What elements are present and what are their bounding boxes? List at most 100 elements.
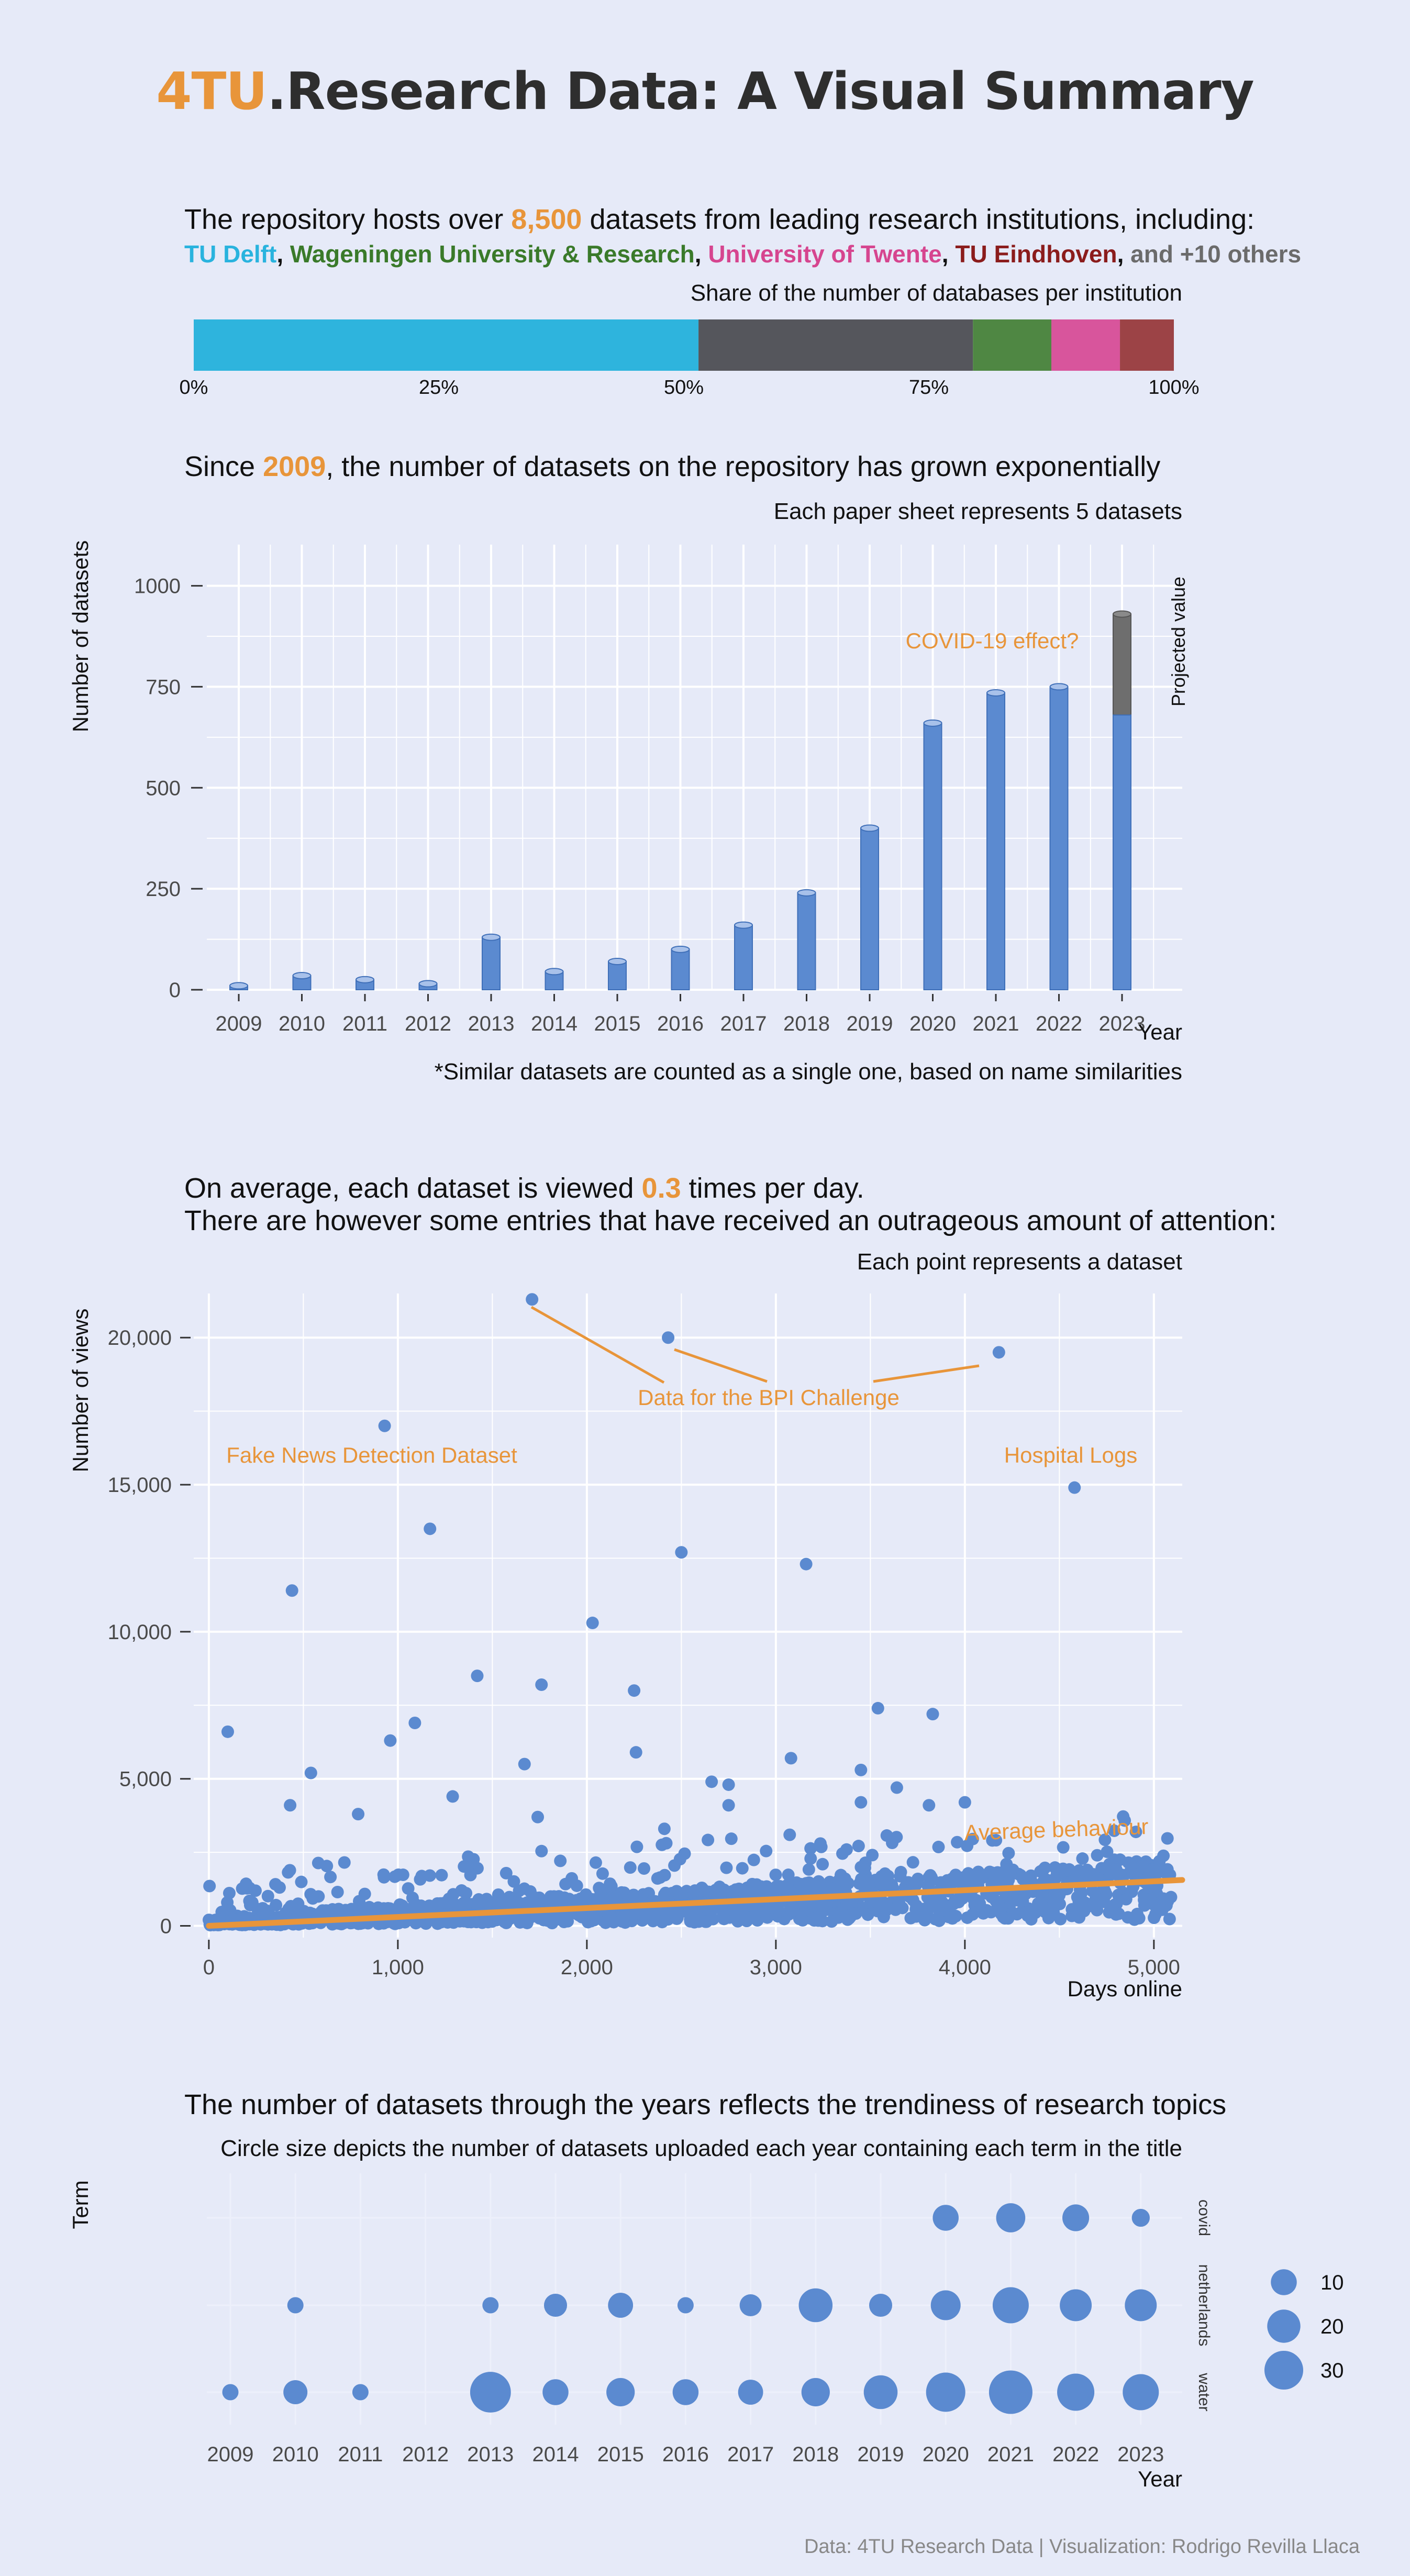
scatter-point-outlier <box>424 1522 437 1535</box>
scatter-y-tick-label: 20,000 <box>108 1326 172 1350</box>
bar-x-tick-label: 2013 <box>468 1012 515 1035</box>
scatter-point <box>760 1844 773 1858</box>
bubble-x-tick-label: 2013 <box>467 2443 514 2466</box>
bpi-leader-2 <box>674 1348 768 1383</box>
bar-top-2015 <box>608 958 627 965</box>
scatter-point <box>338 1856 351 1869</box>
bar-chart-footnote: *Similar datasets are counted as a singl… <box>434 1059 1182 1085</box>
bubble-x-tick-label: 2014 <box>532 2443 579 2466</box>
bar-x-tick-label: 2016 <box>657 1012 704 1035</box>
scatter-x-tick-label: 4,000 <box>939 1956 991 1979</box>
share-tick-label: 0% <box>180 377 208 399</box>
scatter-point <box>541 1895 554 1908</box>
scatter-x-axis-label: Days online <box>1068 1976 1182 2001</box>
scatter-point <box>906 1856 919 1869</box>
scatter-point-outlier <box>531 1810 545 1823</box>
scatter-point-outlier <box>304 1766 317 1779</box>
scatter-point-outlier <box>871 1701 884 1715</box>
bar-panel <box>207 545 1182 990</box>
scatter-point <box>818 1904 831 1917</box>
scatter-point <box>689 1884 702 1897</box>
bubble-covid-2021 <box>996 2203 1026 2232</box>
bubble-covid-2022 <box>1062 2204 1090 2231</box>
scatter-point <box>1053 1889 1066 1902</box>
bar-x-tick-label: 2023 <box>1099 1012 1146 1035</box>
bar-y-axis-label: Number of datasets <box>68 540 93 733</box>
section3-text-pre: On average, each dataset is viewed <box>184 1173 634 1204</box>
bubble-netherlands-2014 <box>543 2293 568 2317</box>
bar-projected-2023 <box>1113 613 1131 716</box>
scatter-point <box>1002 1847 1015 1860</box>
bar-top-2018 <box>797 889 816 897</box>
scatter-y-tick-label: 15,000 <box>108 1474 172 1497</box>
scatter-point <box>917 1903 930 1916</box>
scatter-point <box>1157 1892 1170 1905</box>
bubble-y-axis-label: Term <box>68 2180 93 2229</box>
scatter-point <box>409 1898 422 1911</box>
scatter-point <box>656 1838 669 1851</box>
avg-views: 0.3 <box>641 1173 681 1204</box>
scatter-point <box>1072 1898 1085 1911</box>
scatter-point <box>769 1869 782 1882</box>
bar-top-2017 <box>734 921 753 929</box>
scatter-point <box>236 1882 249 1895</box>
scatter-point <box>624 1861 637 1874</box>
scatter-point <box>951 1836 964 1849</box>
scatter-point <box>378 1902 391 1915</box>
scatter-point <box>700 1915 713 1928</box>
scatter-point <box>838 1872 851 1885</box>
scatter-point <box>890 1831 903 1844</box>
bar-x-tick-label: 2022 <box>1036 1012 1082 1035</box>
scatter-point <box>540 1914 553 1927</box>
scatter-point <box>574 1892 587 1905</box>
scatter-point-outlier <box>675 1546 688 1559</box>
bubble-covid-2020 <box>932 2205 959 2231</box>
scatter-point <box>535 1844 548 1858</box>
covid-annotation: COVID-19 effect? <box>906 628 1079 653</box>
bubble-x-tick-label: 2023 <box>1117 2443 1164 2466</box>
scatter-point <box>815 1840 828 1853</box>
bar-top-2016 <box>671 945 690 953</box>
bar-x-tick-label: 2012 <box>405 1012 451 1035</box>
scatter-point <box>715 1902 728 1915</box>
bar-2013 <box>482 936 501 991</box>
scatter-point-outlier <box>722 1799 735 1812</box>
scatter-point <box>970 1894 983 1907</box>
bar-top-2021 <box>986 689 1005 696</box>
start-year: 2009 <box>263 451 326 482</box>
scatter-point <box>1035 1896 1048 1909</box>
bar-x-tick-label: 2010 <box>279 1012 325 1035</box>
scatter-point <box>796 1914 809 1927</box>
scatter-point-outlier <box>284 1799 297 1812</box>
scatter-point-outlier <box>1091 1849 1104 1862</box>
scatter-point <box>906 1878 919 1891</box>
scatter-point-outlier <box>352 1808 365 1821</box>
share-segment-3 <box>1051 319 1120 371</box>
bar-2022 <box>1049 686 1069 990</box>
scatter-point <box>320 1904 334 1917</box>
bubble-water-2023 <box>1123 2374 1159 2411</box>
scatter-point <box>435 1869 448 1882</box>
bar-top-2014 <box>545 968 564 976</box>
bar-top-2019 <box>860 824 879 832</box>
scatter-point <box>998 1912 1012 1925</box>
share-tick-label: 75% <box>909 377 949 399</box>
dataset-count: 8,500 <box>511 204 582 235</box>
fake-news-annotation: Fake News Detection Dataset <box>226 1443 517 1467</box>
scatter-point <box>857 1878 870 1892</box>
scatter-point <box>747 1853 760 1866</box>
scatter-point <box>627 1888 640 1901</box>
scatter-point <box>962 1867 975 1880</box>
section2-text-post: , the number of datasets on the reposito… <box>326 451 1161 482</box>
scatter-x-tick-label: 1,000 <box>372 1956 424 1979</box>
section3-text-post: times per day. <box>689 1173 864 1204</box>
views-scatter-chart: 0 5,000 10,000 15,000 20,000 0 1,000 2,000 3,000… <box>68 1293 1185 2001</box>
scatter-point <box>1098 1833 1112 1847</box>
institution-wageningen: Wageningen University & Research <box>290 240 695 268</box>
institution-others: and +10 others <box>1130 240 1302 268</box>
scatter-point <box>720 1861 733 1874</box>
scatter-point <box>742 1912 756 1925</box>
section1-headline: The repository hosts over 8,500 datasets… <box>184 203 1254 236</box>
datasets-per-year-chart: 0 250 500 750 1000 2009 2010 2011 2012 2013 2014 20… <box>68 540 1189 1044</box>
scatter-point-outlier <box>784 1752 797 1765</box>
